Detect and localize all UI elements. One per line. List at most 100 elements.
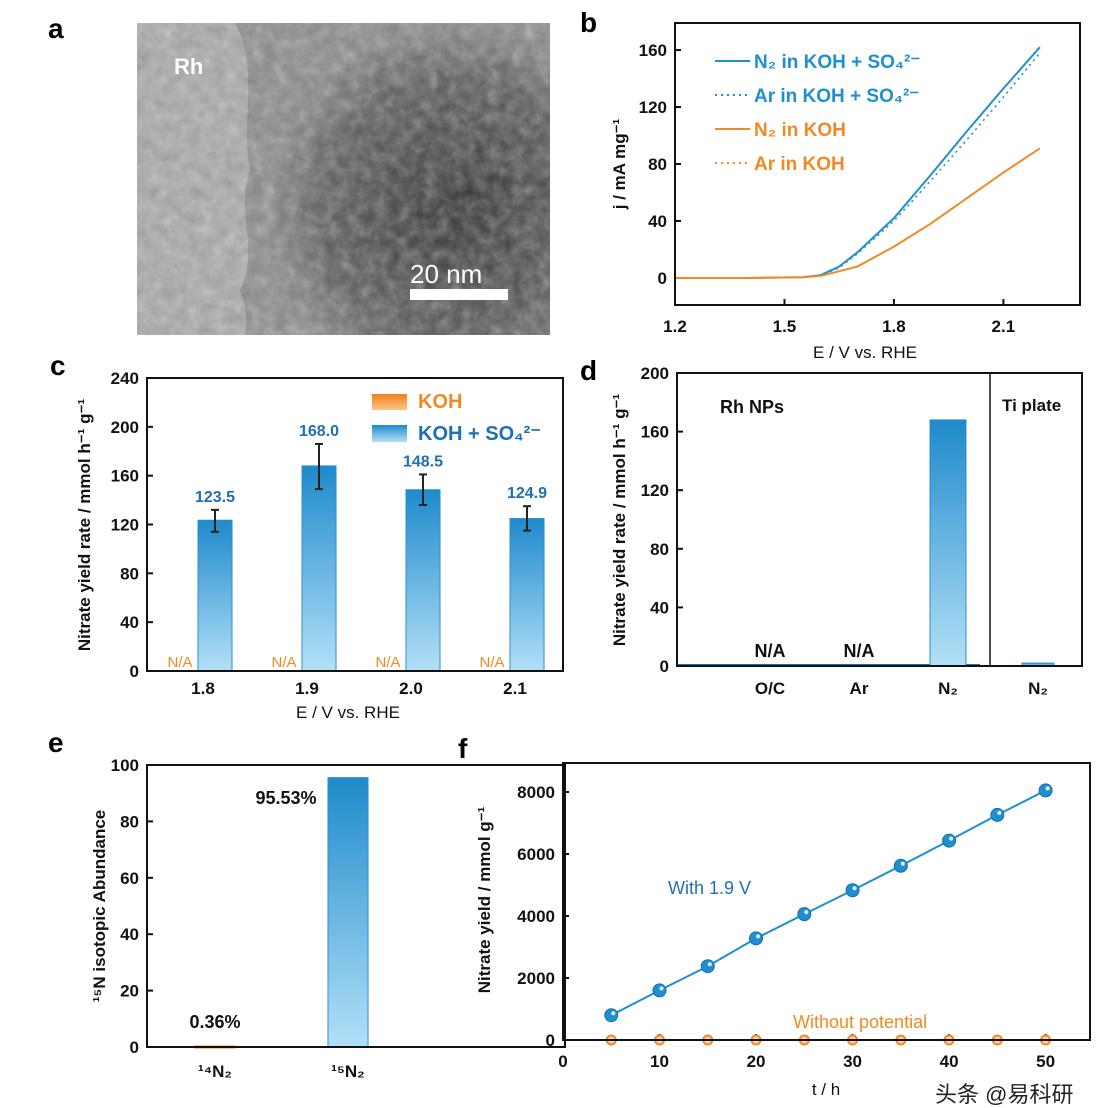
chart-c-y-tick-label: 200 xyxy=(111,418,139,437)
watermark: 头条 @易科研 xyxy=(935,1082,1073,1107)
chart-c-na-label: N/A xyxy=(479,654,504,671)
chart-d-y-tick-label: 0 xyxy=(660,657,669,676)
chart-d-y-tick-label: 40 xyxy=(650,598,669,617)
chart-f-data-point xyxy=(604,1008,619,1023)
chart-e-plot-frame xyxy=(146,764,566,1048)
chart-d-x-tick-label: N₂ xyxy=(938,679,958,698)
chart-c-y-tick-label: 0 xyxy=(130,662,139,681)
chart-d-bar xyxy=(929,419,967,667)
chart-f-y-tick-label: 6000 xyxy=(517,845,555,864)
chart-d-x-tick-label: O/C xyxy=(755,679,785,698)
chart-b-x-tick-label: 1.5 xyxy=(773,317,797,336)
chart-f-x-tick-label: 0 xyxy=(558,1052,567,1071)
chart-e-data-label: 0.36% xyxy=(189,1012,240,1032)
chart-b-x-tick-label: 2.1 xyxy=(992,317,1016,336)
chart-f-series-line xyxy=(610,789,1047,1017)
chart-f-x-axis-label: t / h xyxy=(812,1080,840,1099)
chart-e-y-tick-label: 20 xyxy=(120,982,139,1001)
chart-e-data-label: 95.53% xyxy=(255,788,316,808)
panel-label-b: b xyxy=(580,7,597,38)
panel-label-e: e xyxy=(48,727,64,758)
chart-d-y-tick-label: 80 xyxy=(650,540,669,559)
chart-d-x-tick-label: Ar xyxy=(850,679,869,698)
chart-d-na-label: N/A xyxy=(755,641,786,661)
chart-e-y-tick-label: 100 xyxy=(111,756,139,775)
chart-c-na-label: N/A xyxy=(167,654,192,671)
chart-c-x-tick-label: 1.9 xyxy=(295,679,319,698)
panel-label-f: f xyxy=(458,733,468,764)
chart-e: 0 20 40 60 80 100 ¹⁵N isotopic Abundance ¹⁴N₂ ¹⁵… xyxy=(90,756,369,1081)
chart-c-bar xyxy=(405,489,441,672)
chart-c-legend-swatch xyxy=(372,425,407,442)
chart-f-y-tick-label: 4000 xyxy=(517,907,555,926)
chart-d-y-tick-label: 120 xyxy=(641,481,669,500)
chart-c: 0 40 80 120 160 200 240 1.8 1.9 2.0 2.1 E / V vs. R… xyxy=(75,369,547,722)
chart-c-x-tick-label: 2.0 xyxy=(399,679,423,698)
chart-b-series-line xyxy=(675,147,1041,279)
chart-e-x-tick-label: ¹⁵N₂ xyxy=(331,1062,364,1081)
chart-b-x-tick-label: 1.2 xyxy=(663,317,687,336)
chart-c-data-label: 148.5 xyxy=(403,453,443,470)
scale-bar xyxy=(410,289,508,300)
chart-c-legend-swatch xyxy=(372,394,407,410)
chart-f: 0 2000 4000 6000 8000 0 10 20 30 40 50 t / h Nitrate… xyxy=(475,783,1055,1099)
chart-f-data-point-highlight xyxy=(1045,786,1050,791)
chart-e-y-tick-label: 60 xyxy=(120,869,139,888)
chart-f-data-point-highlight xyxy=(804,910,809,915)
chart-e-y-axis-label: ¹⁵N isotopic Abundance xyxy=(90,810,109,1002)
chart-b-y-tick-label: 120 xyxy=(639,98,667,117)
chart-b: 0 40 80 120 160 1.2 1.5 1.8 2.1 E / V vs. RHE j / … xyxy=(610,41,1041,362)
chart-f-x-tick-label: 40 xyxy=(940,1052,959,1071)
chart-f-data-point-highlight xyxy=(611,1011,616,1016)
chart-c-data-label: 124.9 xyxy=(507,485,547,502)
chart-c-bar xyxy=(197,519,233,672)
chart-b-y-tick-label: 80 xyxy=(648,155,667,174)
chart-b-y-tick-label: 40 xyxy=(648,212,667,231)
chart-b-series-line xyxy=(675,147,1041,279)
chart-d-y-axis-label: Nitrate yield rate / mmol h⁻¹ g⁻¹ xyxy=(610,394,629,647)
chart-c-plot-frame xyxy=(146,377,564,672)
tem-label-rh: Rh xyxy=(174,54,203,79)
chart-c-data-label: 168.0 xyxy=(299,423,339,440)
chart-d-group-label: Ti plate xyxy=(1002,396,1061,415)
chart-b-y-axis-label: j / mA mg⁻¹ xyxy=(610,118,629,210)
chart-f-x-tick-label: 30 xyxy=(843,1052,862,1071)
chart-f-data-point xyxy=(749,931,764,946)
chart-c-legend-label: KOH xyxy=(418,391,462,413)
chart-f-data-point xyxy=(845,883,860,898)
chart-b-series-line xyxy=(675,46,1041,279)
chart-f-data-point-highlight xyxy=(852,886,857,891)
chart-d-plot-frame xyxy=(676,372,1083,667)
chart-e-y-tick-label: 80 xyxy=(120,812,139,831)
chart-b-legend-label: N₂ in KOH + SO₄²⁻ xyxy=(754,52,920,73)
chart-b-x-axis-label: E / V vs. RHE xyxy=(813,343,917,362)
scale-bar-label: 20 nm xyxy=(410,259,482,289)
chart-f-data-point xyxy=(700,959,715,974)
chart-f-data-point-highlight xyxy=(659,986,664,991)
chart-f-data-point xyxy=(990,807,1005,822)
chart-b-plot-frame xyxy=(674,22,1081,306)
chart-c-data-label: 123.5 xyxy=(195,489,235,506)
chart-f-series-label: Without potential xyxy=(793,1012,927,1032)
chart-c-y-axis-label: Nitrate yield rate / mmol h⁻¹ g⁻¹ xyxy=(75,399,94,652)
chart-f-data-point-highlight xyxy=(707,962,712,967)
chart-e-y-tick-label: 0 xyxy=(130,1038,139,1057)
chart-d-y-tick-label: 160 xyxy=(641,423,669,442)
chart-f-data-point xyxy=(942,833,957,848)
chart-c-x-axis-label: E / V vs. RHE xyxy=(296,703,400,722)
chart-b-x-tick-label: 1.8 xyxy=(882,317,906,336)
panel-label-c: c xyxy=(50,350,66,381)
chart-f-y-tick-label: 2000 xyxy=(517,969,555,988)
chart-f-data-point xyxy=(893,858,908,873)
chart-b-y-tick-label: 160 xyxy=(639,41,667,60)
chart-b-y-tick-label: 0 xyxy=(658,269,667,288)
chart-d-y-tick-label: 200 xyxy=(641,364,669,383)
tem-image xyxy=(137,23,550,335)
chart-c-y-tick-label: 160 xyxy=(111,467,139,486)
chart-f-x-tick-label: 20 xyxy=(747,1052,766,1071)
chart-c-y-tick-label: 40 xyxy=(120,613,139,632)
chart-b-legend-label: N₂ in KOH xyxy=(754,120,846,141)
chart-f-data-point-highlight xyxy=(997,810,1002,815)
chart-f-plot-frame xyxy=(562,762,1091,1041)
